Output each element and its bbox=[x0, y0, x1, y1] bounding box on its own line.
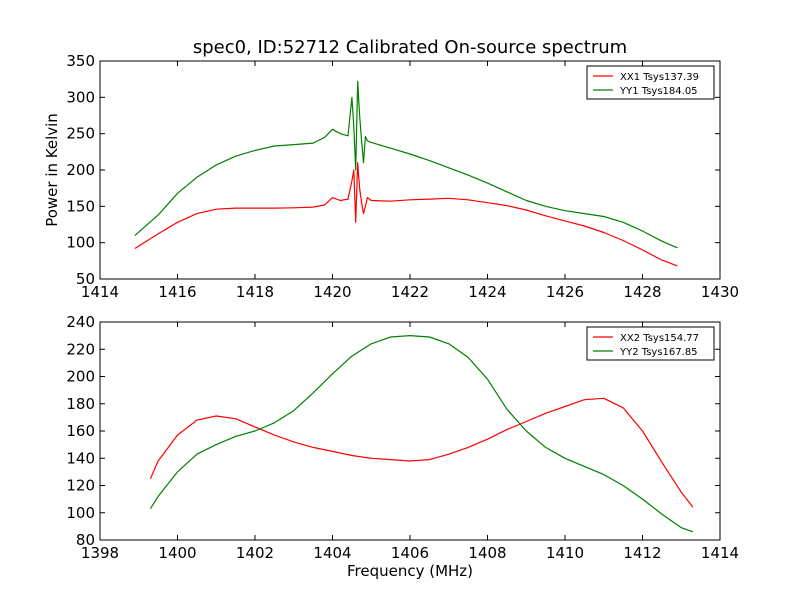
series-line-1 bbox=[134, 162, 678, 267]
y-tick-label: 160 bbox=[66, 422, 95, 440]
y-tick-label: 300 bbox=[66, 88, 95, 106]
legend-box bbox=[586, 326, 715, 361]
x-tick-label: 1416 bbox=[158, 283, 196, 301]
y-tick-label: 150 bbox=[66, 197, 95, 215]
y-tick-label: 220 bbox=[66, 340, 95, 358]
legend-entry: XX2 Tsys154.77 bbox=[620, 333, 699, 344]
x-tick-label: 1428 bbox=[623, 283, 661, 301]
legend-entry: XX1 Tsys137.39 bbox=[620, 72, 699, 83]
x-tick-label: 1430 bbox=[701, 283, 739, 301]
y-tick-label: 100 bbox=[66, 234, 95, 252]
y-tick-label: 200 bbox=[66, 368, 95, 386]
y-tick-label: 180 bbox=[66, 395, 95, 413]
x-tick-label: 1410 bbox=[546, 544, 584, 562]
y-tick-label: 50 bbox=[76, 270, 95, 288]
x-tick-label: 1414 bbox=[81, 283, 119, 301]
x-tick-label: 1424 bbox=[468, 283, 506, 301]
y-tick-label: 240 bbox=[66, 313, 95, 331]
x-tick-label: 1398 bbox=[81, 544, 119, 562]
series-line-1 bbox=[149, 397, 694, 508]
x-tick-label: 1404 bbox=[313, 544, 351, 562]
x-tick-label: 1400 bbox=[158, 544, 196, 562]
legend-entry: YY2 Tsys167.85 bbox=[619, 347, 698, 358]
top-spectrum-plot: 1414 1416 1418 1420 1422 1424 1426 1428 1430 50 10… bbox=[43, 52, 739, 301]
legend-entry: YY1 Tsys184.05 bbox=[619, 86, 698, 97]
y-tick-label: 350 bbox=[66, 52, 95, 70]
x-tick-label: 1402 bbox=[236, 544, 274, 562]
x-tick-label: 1414 bbox=[701, 544, 739, 562]
x-tick-label: 1406 bbox=[391, 544, 429, 562]
x-tick-label: 1418 bbox=[236, 283, 274, 301]
y-tick-label: 80 bbox=[76, 531, 95, 549]
x-tick-label: 1422 bbox=[391, 283, 429, 301]
chart-title: spec0, ID:52712 Calibrated On-source spe… bbox=[193, 37, 627, 58]
series-line-2 bbox=[134, 80, 678, 249]
y-tick-label: 120 bbox=[66, 477, 95, 495]
bottom-spectrum-plot: 1398 1400 1402 1404 1406 1408 1410 1412 1414 80 10… bbox=[66, 313, 739, 580]
y-tick-label: 250 bbox=[66, 125, 95, 143]
x-tick-label: 1426 bbox=[546, 283, 584, 301]
x-tick-label: 1408 bbox=[468, 544, 506, 562]
x-axis-label: Frequency (MHz) bbox=[347, 562, 473, 580]
legend-box bbox=[586, 65, 715, 100]
series-line-2 bbox=[149, 335, 694, 533]
y-tick-label: 140 bbox=[66, 449, 95, 467]
x-tick-label: 1412 bbox=[623, 544, 661, 562]
y-tick-label: 200 bbox=[66, 161, 95, 179]
x-tick-label: 1420 bbox=[313, 283, 351, 301]
y-axis-label: Power in Kelvin bbox=[43, 113, 61, 227]
y-tick-label: 100 bbox=[66, 504, 95, 522]
